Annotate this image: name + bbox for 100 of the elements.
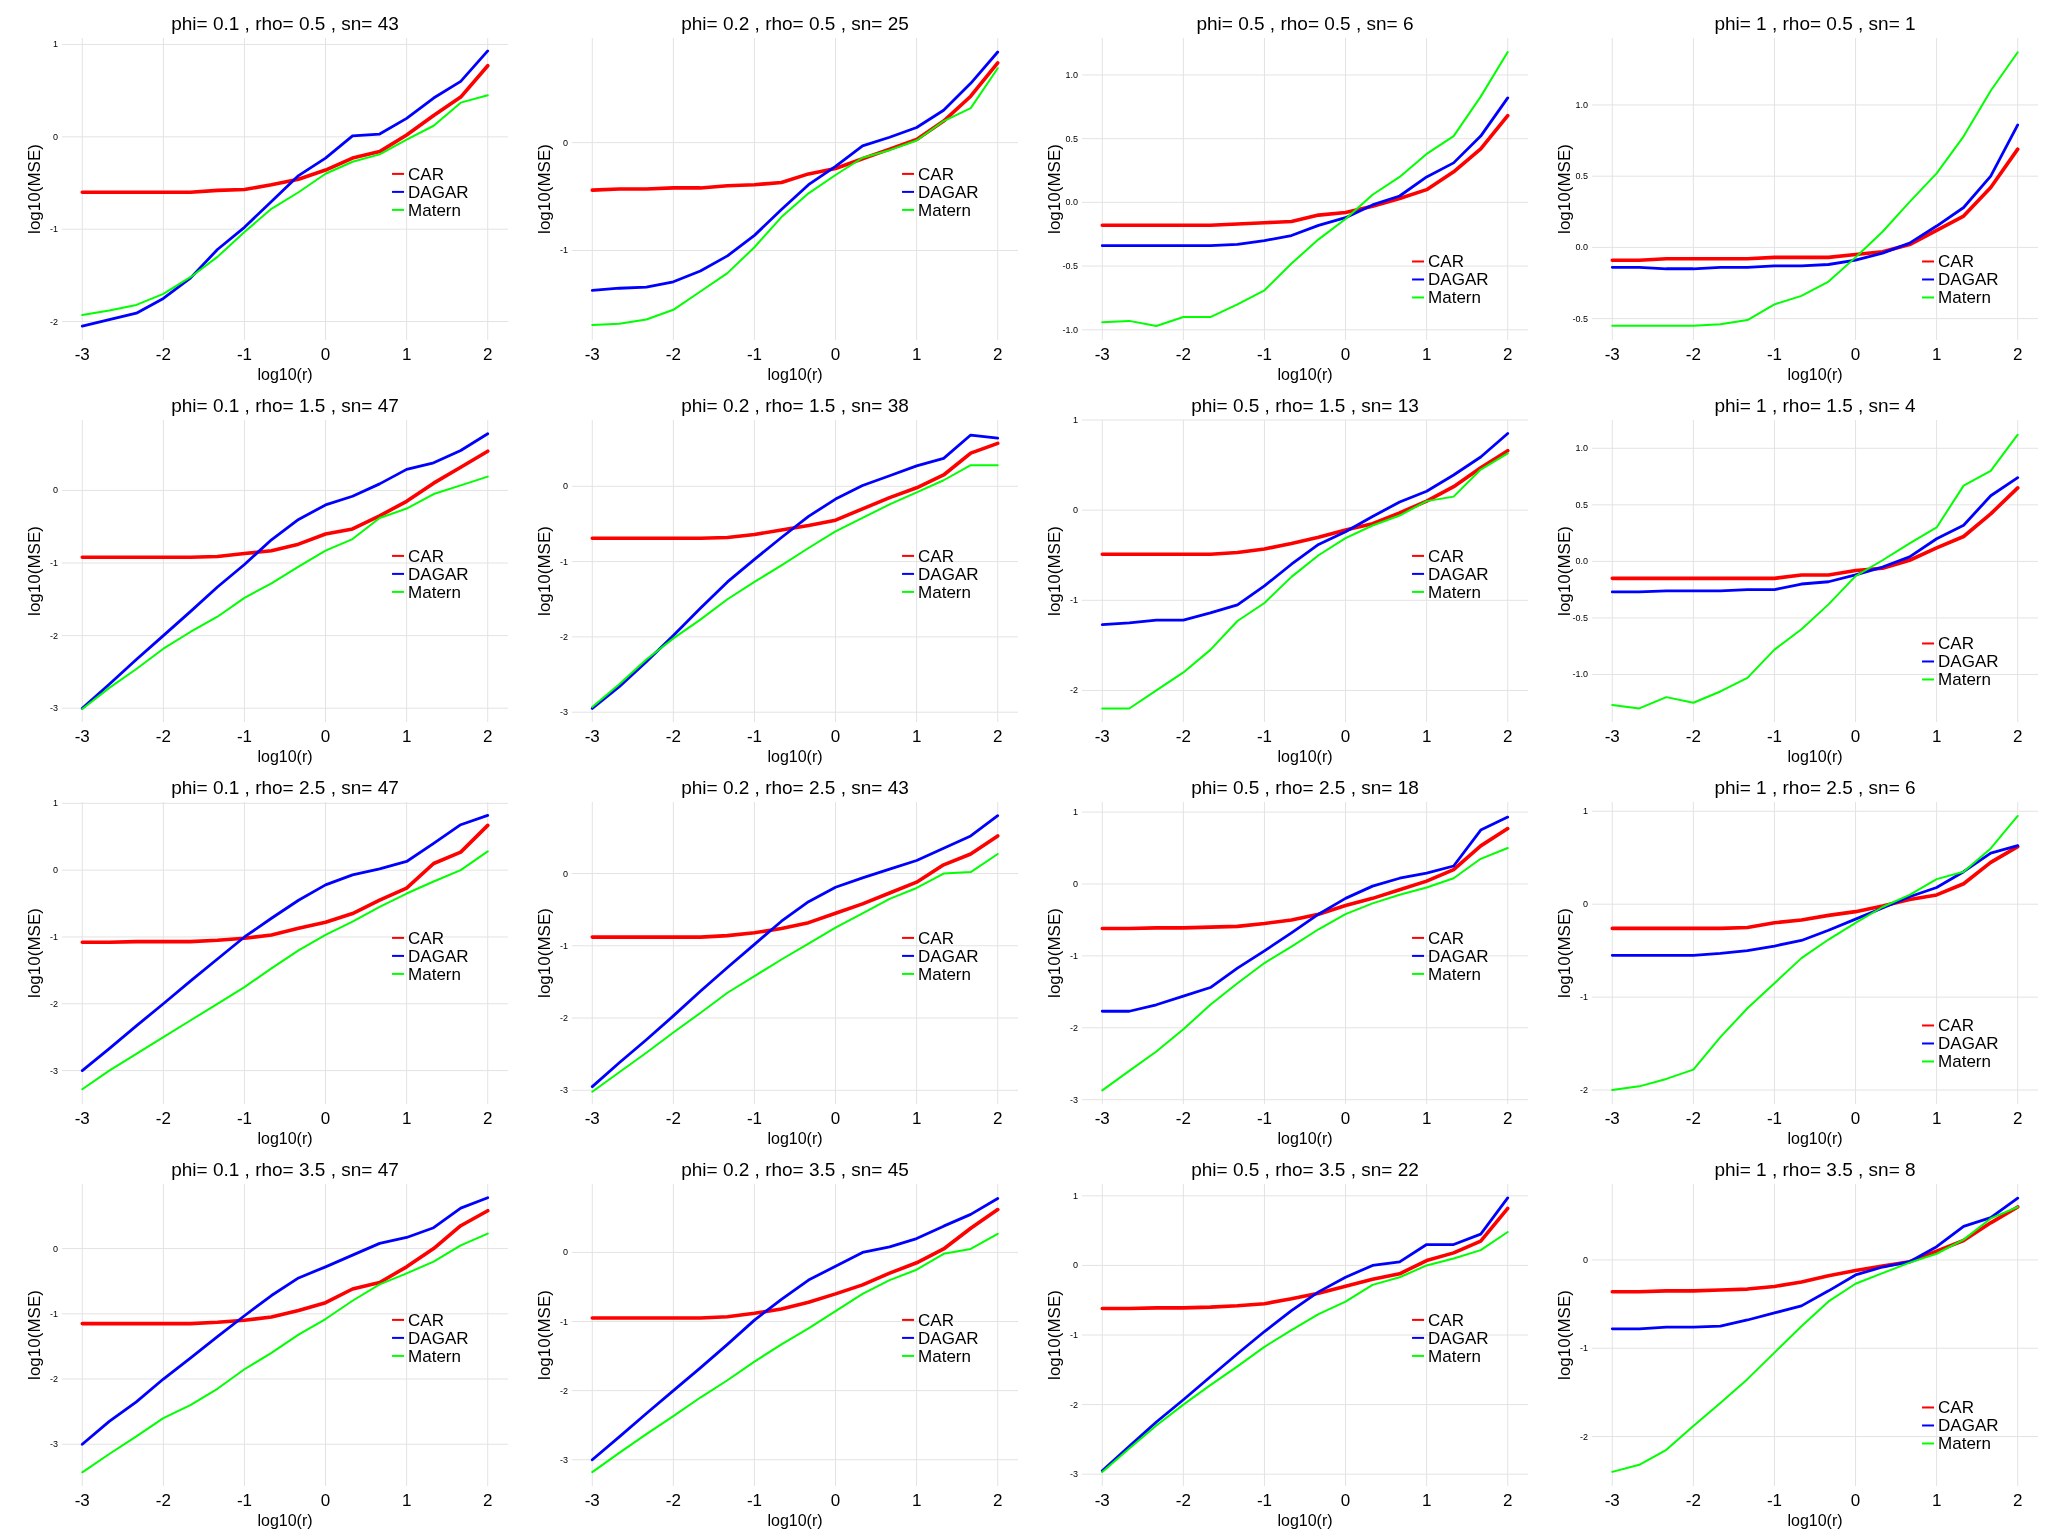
y-axis-title: log10(MSE) [25,908,44,998]
x-axis-title: log10(r) [767,366,823,383]
y-axis-title: log10(MSE) [1555,1290,1574,1380]
y-axis-title: log10(MSE) [25,526,44,616]
x-axis-title: log10(r) [257,1130,313,1147]
x-tick-label: 1 [1931,1109,1942,1128]
y-tick-label: 1 [1072,415,1078,425]
y-tick-label: -1 [49,224,58,235]
x-tick-label: -1 [746,727,763,746]
legend-label: CAR [1938,1016,1974,1036]
line-series [81,475,489,710]
x-tick-label: -3 [1604,345,1620,364]
y-tick-label: 0 [1072,1260,1078,1271]
y-axis-title: log10(MSE) [1555,526,1574,616]
y-tick-label: 0.5 [1065,133,1078,144]
y-tick-label: -1.0 [1062,324,1078,335]
x-tick-label: -1 [1256,345,1273,364]
x-tick-label: 0 [1850,345,1861,364]
y-tick-label: -2 [49,630,58,641]
legend-label: CAR [408,164,444,184]
x-tick-label: 2 [2012,345,2023,364]
y-tick-label: -3 [49,703,58,714]
x-tick-label: 1 [401,727,412,746]
x-tick-label: -1 [1766,1109,1783,1128]
x-tick-label: -1 [236,727,253,746]
line-series [1611,1205,2019,1473]
y-tick-label: 0.0 [1575,556,1588,567]
line-series [1611,433,2019,710]
chart-title: phi= 0.2 , rho= 3.5 , sn= 45 [681,1159,909,1180]
x-tick-label: 0 [1850,727,1861,746]
x-axis-title: log10(r) [1277,748,1333,765]
line-series [1610,844,2020,931]
x-tick-label: 2 [1502,1491,1513,1510]
legend-label: CAR [918,546,954,566]
x-tick-label: 2 [482,1109,493,1128]
y-tick-label: 0 [52,485,58,496]
x-tick-label: 1 [1421,1109,1432,1128]
x-tick-label: -2 [155,727,171,746]
x-tick-label: -1 [746,345,763,364]
x-axis-title: log10(r) [1787,748,1843,765]
x-tick-label: -2 [1175,345,1191,364]
x-tick-label: -2 [1175,1491,1191,1510]
x-axis-title: log10(r) [767,1130,823,1147]
x-tick-label: -1 [236,1109,253,1128]
x-tick-label: 1 [911,727,922,746]
y-tick-label: 1.0 [1575,443,1588,454]
legend-label: CAR [408,546,444,566]
legend-label: DAGAR [408,564,469,584]
x-tick-label: -2 [665,1109,681,1128]
x-tick-label: 0 [320,1109,331,1128]
y-tick-label: -3 [1069,1094,1078,1105]
chart-title: phi= 0.2 , rho= 2.5 , sn= 43 [681,777,909,798]
y-tick-label: 0.0 [1065,197,1078,208]
x-tick-label: 0 [1340,1109,1351,1128]
x-tick-label: 2 [482,1491,493,1510]
chart-title: phi= 0.5 , rho= 3.5 , sn= 22 [1191,1159,1419,1180]
x-tick-label: -2 [1175,1109,1191,1128]
x-tick-label: 2 [482,345,493,364]
y-tick-label: -0.5 [1572,612,1588,623]
x-tick-label: -2 [1175,727,1191,746]
x-tick-label: -2 [1685,1491,1701,1510]
legend-label: Matern [408,964,461,984]
y-tick-label: -1 [1069,595,1078,606]
legend-label: CAR [1938,252,1974,272]
legend-label: Matern [918,964,971,984]
line-series [80,432,490,710]
legend-label: DAGAR [918,1328,979,1348]
x-axis-title: log10(r) [1277,1130,1333,1147]
line-series [1100,826,1510,931]
line-series [1610,123,2020,271]
legend-label: CAR [918,928,954,948]
x-tick-label: 0 [320,1491,331,1510]
y-tick-label: -3 [559,1454,568,1465]
y-tick-label: -1 [49,1308,58,1319]
y-tick-label: -1 [1069,1330,1078,1340]
chart-title: phi= 0.1 , rho= 1.5 , sn= 47 [171,395,399,416]
legend-label: CAR [1428,1310,1464,1330]
y-tick-label: -2 [1579,1085,1588,1096]
x-tick-label: -2 [665,1491,681,1510]
x-tick-label: 0 [830,1109,841,1128]
y-axis-title: log10(MSE) [1555,144,1574,234]
x-tick-label: 2 [1502,727,1513,746]
chart-title: phi= 0.2 , rho= 0.5 , sn= 25 [681,13,909,34]
y-axis-title: log10(MSE) [535,908,554,998]
y-tick-label: 0.5 [1575,499,1588,510]
chart-title: phi= 1 , rho= 1.5 , sn= 4 [1714,395,1917,416]
legend-label: Matern [1428,1346,1481,1366]
y-axis-title: log10(MSE) [535,1290,554,1380]
chart-title: phi= 0.1 , rho= 3.5 , sn= 47 [171,1159,399,1180]
x-tick-label: 0 [1850,1491,1861,1510]
y-tick-label: -1.0 [1572,669,1588,680]
x-axis-title: log10(r) [767,748,823,765]
line-series [80,1196,490,1446]
y-axis-title: log10(MSE) [1555,908,1574,998]
y-tick-label: -0.5 [1062,261,1078,272]
y-tick-label: -2 [1069,685,1078,696]
x-tick-label: -1 [236,1491,253,1510]
line-series [81,1232,489,1474]
y-tick-label: -2 [1579,1431,1588,1442]
y-tick-label: -2 [49,998,58,1009]
